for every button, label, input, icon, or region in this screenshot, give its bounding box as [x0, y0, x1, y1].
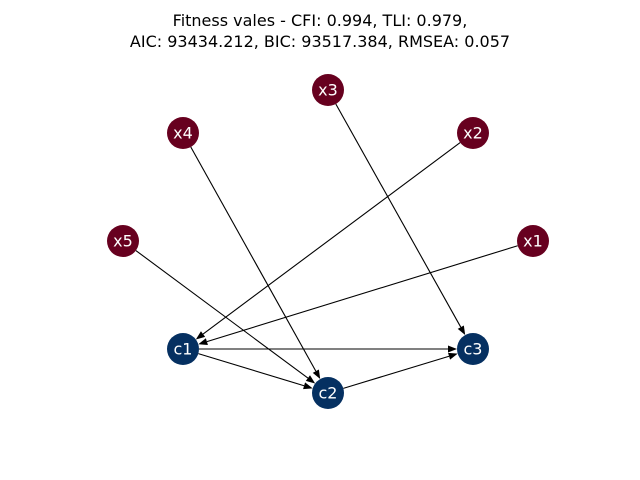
edge-c1-to-c3	[199, 345, 457, 353]
node-circle	[457, 117, 489, 149]
arrowhead-icon	[195, 331, 206, 340]
node-label: x2	[463, 124, 483, 143]
node-label: x4	[173, 124, 193, 143]
arrowhead-icon	[448, 345, 457, 353]
edge-c2-to-c3	[343, 352, 458, 389]
edge-line	[206, 245, 518, 343]
edge-x5-to-c2	[135, 250, 316, 384]
node-label: c1	[174, 340, 193, 359]
arrowhead-icon	[305, 375, 316, 384]
node-circle	[107, 225, 139, 257]
node-label: c2	[319, 384, 338, 403]
figure-title-line-1: Fitness vales - CFI: 0.994, TLI: 0.979,	[172, 11, 468, 30]
edge-line	[335, 103, 462, 328]
arrowhead-icon	[303, 382, 313, 390]
node-circle	[312, 377, 344, 409]
node-c3: c3	[457, 333, 489, 365]
edge-line	[190, 146, 317, 372]
node-circle	[167, 117, 199, 149]
edges-layer	[135, 103, 518, 390]
node-circle	[167, 333, 199, 365]
node-x3: x3	[312, 74, 344, 106]
node-label: x3	[318, 81, 338, 100]
edge-x3-to-c3	[335, 103, 466, 336]
edge-x4-to-c2	[190, 146, 321, 380]
node-c1: c1	[167, 333, 199, 365]
edge-line	[202, 142, 461, 335]
edge-c1-to-c2	[198, 353, 313, 390]
figure-title: Fitness vales - CFI: 0.994, TLI: 0.979, …	[0, 10, 640, 52]
arrowhead-icon	[312, 369, 321, 380]
node-circle	[517, 225, 549, 257]
node-c2: c2	[312, 377, 344, 409]
node-label: c3	[464, 340, 483, 359]
nodes-layer: x3 x4 x2 x5 x1 c1 c3 c2	[107, 74, 549, 409]
arrowhead-icon	[457, 325, 466, 336]
node-circle	[312, 74, 344, 106]
node-label: x1	[523, 232, 543, 251]
figure-title-line-2: AIC: 93434.212, BIC: 93517.384, RMSEA: 0…	[129, 32, 511, 51]
node-circle	[457, 333, 489, 365]
node-x1: x1	[517, 225, 549, 257]
arrowhead-icon	[448, 352, 458, 360]
node-x2: x2	[457, 117, 489, 149]
edge-line	[198, 353, 305, 387]
node-label: x5	[113, 232, 133, 251]
arrowhead-icon	[198, 338, 208, 345]
edge-x2-to-c1	[195, 142, 461, 340]
edge-x1-to-c1	[198, 245, 518, 345]
edge-line	[343, 355, 450, 389]
edge-line	[135, 250, 309, 379]
node-x4: x4	[167, 117, 199, 149]
node-x5: x5	[107, 225, 139, 257]
